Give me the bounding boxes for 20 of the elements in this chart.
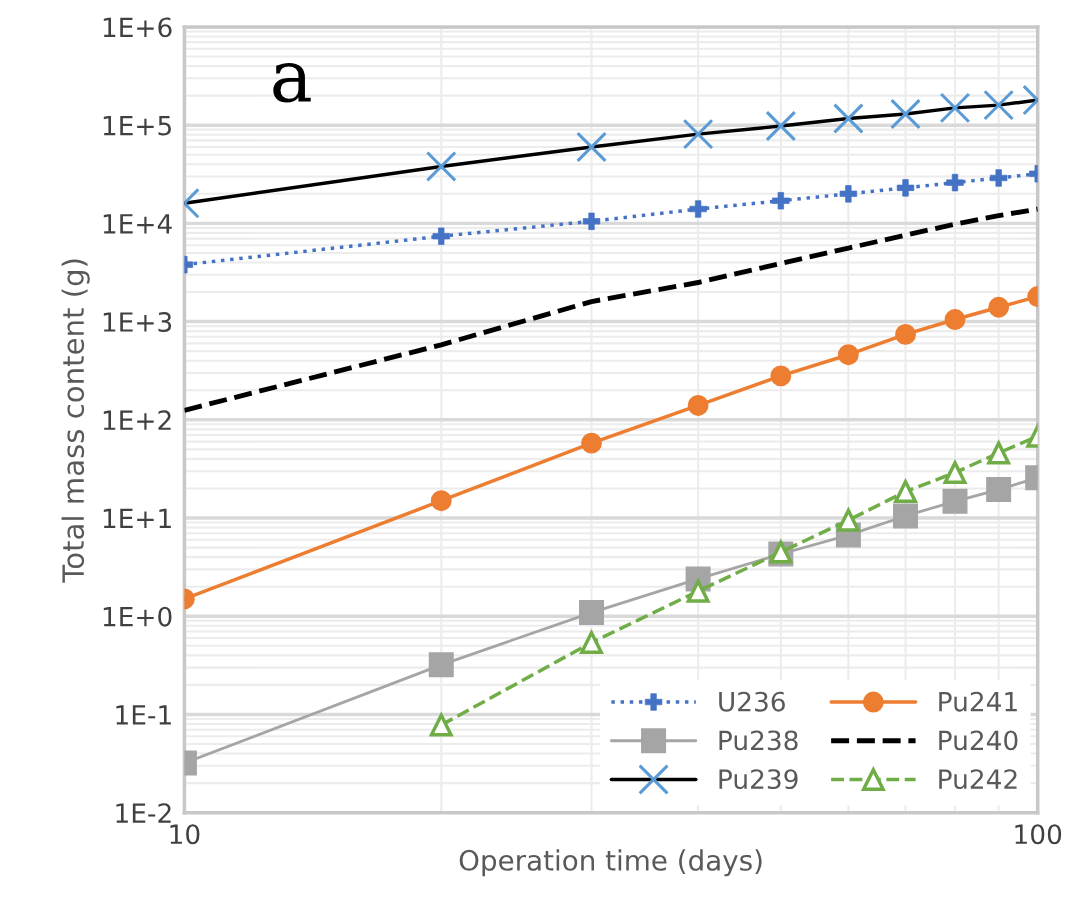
y-tick-label: 1E-1 bbox=[116, 705, 171, 725]
legend-label: U236 bbox=[719, 691, 785, 712]
legend-label: Pu240 bbox=[939, 730, 1018, 751]
legend-label: Pu241 bbox=[939, 691, 1017, 712]
x-axis-title: Operation time (days) bbox=[459, 849, 762, 877]
y-axis-title: Total mass content (g) bbox=[61, 259, 90, 583]
y-tick-label: 1E+1 bbox=[103, 508, 171, 529]
y-tick-label: 1E-2 bbox=[116, 803, 171, 823]
legend-label: Pu242 bbox=[939, 769, 1017, 790]
x-tick-label: 100 bbox=[1015, 824, 1062, 845]
y-tick-label: 1E+4 bbox=[103, 214, 172, 234]
y-tick-label: 1E+3 bbox=[103, 312, 172, 332]
y-tick-label: 1E+0 bbox=[103, 606, 172, 627]
y-tick-label: 1E+2 bbox=[103, 410, 171, 430]
legend-label: Pu238 bbox=[719, 730, 798, 751]
x-tick-label: 10 bbox=[170, 824, 200, 845]
y-tick-label: 1E+5 bbox=[103, 115, 171, 136]
legend-label: Pu239 bbox=[719, 769, 798, 790]
annotation: a bbox=[273, 62, 311, 103]
y-tick-label: 1E+6 bbox=[103, 17, 172, 38]
